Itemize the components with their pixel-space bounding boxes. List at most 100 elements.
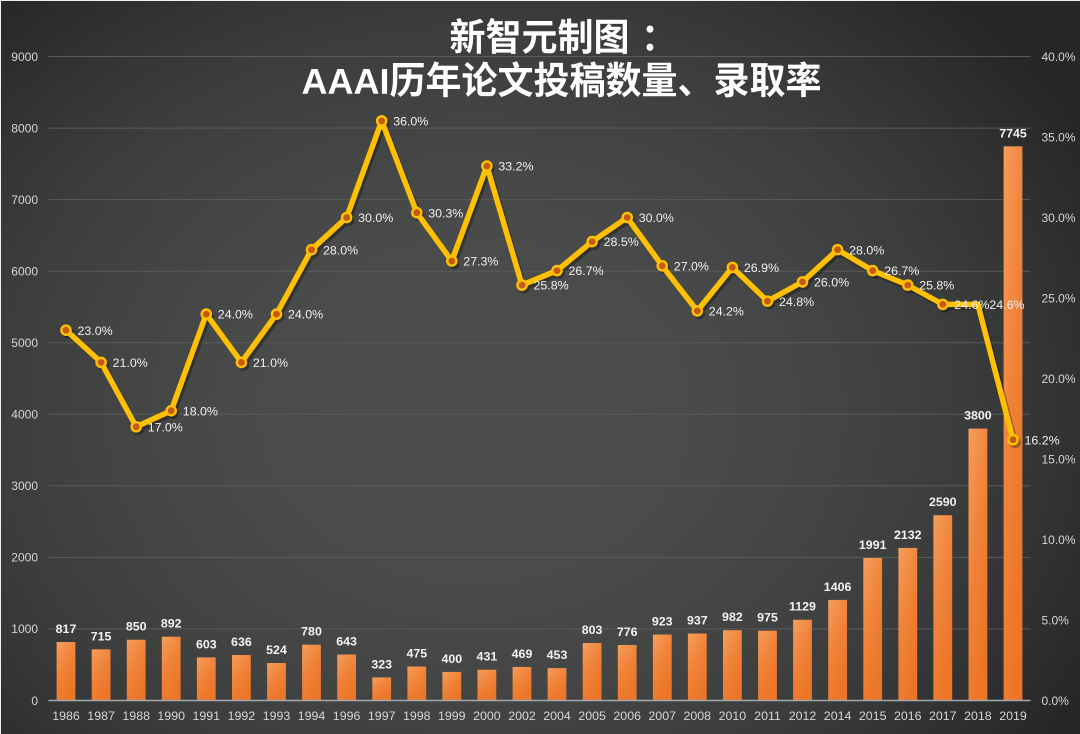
svg-text:4000: 4000 (11, 408, 38, 422)
svg-text:15.0%: 15.0% (1042, 452, 1076, 466)
svg-text:27.3%: 27.3% (463, 255, 498, 269)
svg-text:2005: 2005 (578, 709, 606, 723)
svg-text:0.0%: 0.0% (1042, 694, 1070, 708)
svg-text:3000: 3000 (11, 479, 38, 493)
svg-text:1996: 1996 (333, 709, 361, 723)
svg-text:24.0%: 24.0% (288, 308, 323, 322)
svg-text:1998: 1998 (403, 709, 431, 723)
svg-text:3800: 3800 (964, 409, 992, 423)
svg-text:2006: 2006 (613, 709, 641, 723)
svg-text:1999: 1999 (438, 709, 466, 723)
svg-text:10.0%: 10.0% (1042, 533, 1076, 547)
svg-text:469: 469 (512, 647, 533, 661)
svg-text:1986: 1986 (52, 709, 80, 723)
svg-text:780: 780 (301, 625, 322, 639)
svg-text:30.0%: 30.0% (639, 211, 674, 225)
svg-text:1994: 1994 (298, 709, 326, 723)
svg-text:1993: 1993 (263, 709, 291, 723)
svg-text:21.0%: 21.0% (113, 356, 148, 370)
svg-text:26.0%: 26.0% (814, 276, 849, 290)
svg-text:24.6%: 24.6% (989, 298, 1024, 312)
svg-text:1000: 1000 (11, 622, 38, 636)
svg-text:817: 817 (56, 622, 77, 636)
svg-text:2014: 2014 (824, 709, 852, 723)
svg-text:25.0%: 25.0% (1042, 291, 1076, 305)
svg-text:1406: 1406 (824, 580, 852, 594)
svg-text:2012: 2012 (789, 709, 817, 723)
svg-text:18.0%: 18.0% (183, 404, 218, 418)
svg-text:524: 524 (266, 643, 287, 657)
svg-text:36.0%: 36.0% (393, 115, 428, 129)
svg-text:30.0%: 30.0% (358, 211, 393, 225)
svg-text:1991: 1991 (193, 709, 221, 723)
svg-text:1997: 1997 (368, 709, 396, 723)
svg-text:28.0%: 28.0% (323, 243, 358, 257)
svg-text:643: 643 (336, 635, 357, 649)
svg-text:1988: 1988 (122, 709, 150, 723)
svg-text:892: 892 (161, 617, 182, 631)
svg-text:776: 776 (617, 625, 638, 639)
svg-text:923: 923 (652, 615, 673, 629)
svg-text:8000: 8000 (11, 121, 38, 135)
svg-text:35.0%: 35.0% (1042, 130, 1076, 144)
svg-text:975: 975 (757, 611, 778, 625)
svg-text:2007: 2007 (648, 709, 676, 723)
svg-text:1992: 1992 (228, 709, 256, 723)
svg-text:453: 453 (547, 648, 568, 662)
svg-text:20.0%: 20.0% (1042, 372, 1076, 386)
svg-text:2004: 2004 (543, 709, 571, 723)
svg-text:475: 475 (406, 647, 427, 661)
svg-text:2017: 2017 (929, 709, 957, 723)
svg-text:16.2%: 16.2% (1025, 433, 1060, 447)
svg-text:33.2%: 33.2% (498, 160, 533, 174)
svg-text:2008: 2008 (684, 709, 712, 723)
svg-text:636: 636 (231, 635, 252, 649)
svg-text:2590: 2590 (929, 495, 957, 509)
svg-text:23.0%: 23.0% (78, 324, 113, 338)
svg-text:5000: 5000 (11, 336, 38, 350)
svg-text:2010: 2010 (719, 709, 747, 723)
svg-text:323: 323 (371, 657, 392, 671)
svg-text:30.3%: 30.3% (428, 206, 463, 220)
svg-text:850: 850 (126, 620, 147, 634)
svg-text:5.0%: 5.0% (1042, 613, 1070, 627)
svg-text:2132: 2132 (894, 528, 922, 542)
svg-text:603: 603 (196, 637, 217, 651)
svg-text:2011: 2011 (754, 709, 781, 723)
svg-text:1129: 1129 (789, 600, 816, 614)
svg-text:9000: 9000 (11, 50, 38, 64)
svg-text:24.8%: 24.8% (779, 295, 814, 309)
svg-text:28.0%: 28.0% (849, 243, 884, 257)
svg-text:1991: 1991 (859, 538, 887, 552)
svg-text:2018: 2018 (964, 709, 992, 723)
svg-text:26.9%: 26.9% (744, 261, 779, 275)
svg-text:25.8%: 25.8% (919, 279, 954, 293)
svg-text:21.0%: 21.0% (253, 356, 288, 370)
svg-text:1987: 1987 (87, 709, 115, 723)
svg-text:2016: 2016 (894, 709, 922, 723)
svg-text:25.8%: 25.8% (534, 279, 569, 293)
svg-text:26.7%: 26.7% (569, 264, 604, 278)
svg-text:28.5%: 28.5% (604, 235, 639, 249)
svg-text:0: 0 (31, 694, 38, 708)
svg-text:2015: 2015 (859, 709, 887, 723)
svg-text:431: 431 (477, 650, 498, 664)
svg-text:7745: 7745 (999, 126, 1027, 140)
svg-text:6000: 6000 (11, 265, 38, 279)
svg-text:7000: 7000 (11, 193, 38, 207)
svg-text:2000: 2000 (473, 709, 501, 723)
svg-text:2019: 2019 (999, 709, 1027, 723)
svg-text:24.6%: 24.6% (954, 298, 989, 312)
svg-text:26.7%: 26.7% (884, 264, 919, 278)
svg-text:30.0%: 30.0% (1042, 211, 1076, 225)
svg-text:2000: 2000 (11, 551, 38, 565)
svg-text:24.2%: 24.2% (709, 305, 744, 319)
svg-text:715: 715 (91, 629, 112, 643)
svg-text:400: 400 (441, 652, 462, 666)
svg-text:17.0%: 17.0% (148, 420, 183, 434)
svg-text:24.0%: 24.0% (218, 308, 253, 322)
svg-text:937: 937 (687, 614, 708, 628)
svg-text:27.0%: 27.0% (674, 259, 709, 273)
svg-text:40.0%: 40.0% (1042, 50, 1076, 64)
svg-text:982: 982 (722, 610, 743, 624)
